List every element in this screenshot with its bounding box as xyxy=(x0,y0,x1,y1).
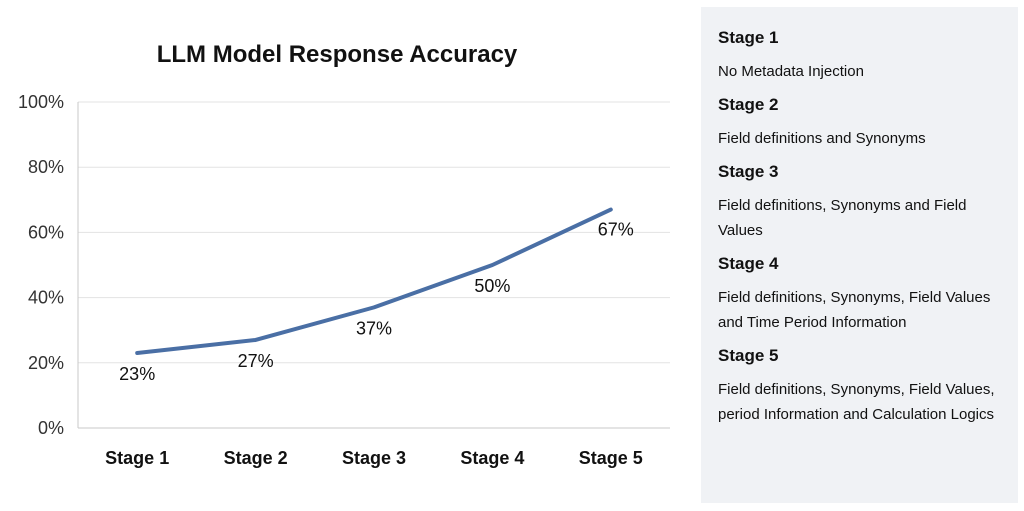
chart-canvas: LLM Model Response Accuracy 0% 20% 40% 60% 8… xyxy=(18,41,670,468)
series-line-1 xyxy=(135,207,613,356)
y-tick-label-20: 20% xyxy=(28,353,64,373)
legend-stage-4-description: Field definitions, Synonyms, Field Value… xyxy=(718,289,991,331)
data-label-stage-5: 67% xyxy=(598,220,634,240)
y-tick-label-0: 0% xyxy=(38,418,64,438)
data-labels: 23% 27% 37% 50% 67% xyxy=(119,220,634,384)
legend-stage-3-description: Field definitions, Synonyms and Field Va… xyxy=(718,197,967,239)
legend-stage-4-title: Stage 4 xyxy=(718,254,779,273)
y-tick-label-100: 100% xyxy=(18,92,64,112)
x-tick-label-2: Stage 2 xyxy=(224,448,288,468)
line-chart: LLM Model Response Accuracy 0% 20% 40% 60% 8… xyxy=(18,41,670,468)
legend-stage-5-title: Stage 5 xyxy=(718,346,779,365)
y-tick-label-80: 80% xyxy=(28,157,64,177)
x-tick-label-3: Stage 3 xyxy=(342,448,406,468)
legend-stage-2-title: Stage 2 xyxy=(718,95,779,114)
y-tick-label-40: 40% xyxy=(28,288,64,308)
data-label-stage-3: 37% xyxy=(356,318,392,338)
x-tick-label-4: Stage 4 xyxy=(460,448,524,468)
x-tick-label-5: Stage 5 xyxy=(579,448,643,468)
x-axis-ticks: Stage 1 Stage 2 Stage 3 Stage 4 Stage 5 xyxy=(105,448,643,468)
legend-stage-2-description: Field definitions and Synonyms xyxy=(718,130,926,147)
y-axis-ticks: 0% 20% 40% 60% 80% 100% xyxy=(18,92,64,438)
legend-stage-1-title: Stage 1 xyxy=(718,28,779,47)
data-label-stage-1: 23% xyxy=(119,364,155,384)
stage-legend-panel: Stage 1 No Metadata Injection Stage 2 Fi… xyxy=(701,7,1018,503)
legend-stage-3-title: Stage 3 xyxy=(718,162,779,181)
x-tick-label-1: Stage 1 xyxy=(105,448,169,468)
data-label-stage-2: 27% xyxy=(238,351,274,371)
chart-title: LLM Model Response Accuracy xyxy=(157,41,518,68)
y-tick-label-60: 60% xyxy=(28,222,64,242)
legend-stage-5-description: Field definitions, Synonyms, Field Value… xyxy=(718,381,995,423)
series-layer xyxy=(135,207,613,356)
data-label-stage-4: 50% xyxy=(474,276,510,296)
legend-stage-1-description: No Metadata Injection xyxy=(718,63,864,80)
gridlines xyxy=(77,101,670,429)
